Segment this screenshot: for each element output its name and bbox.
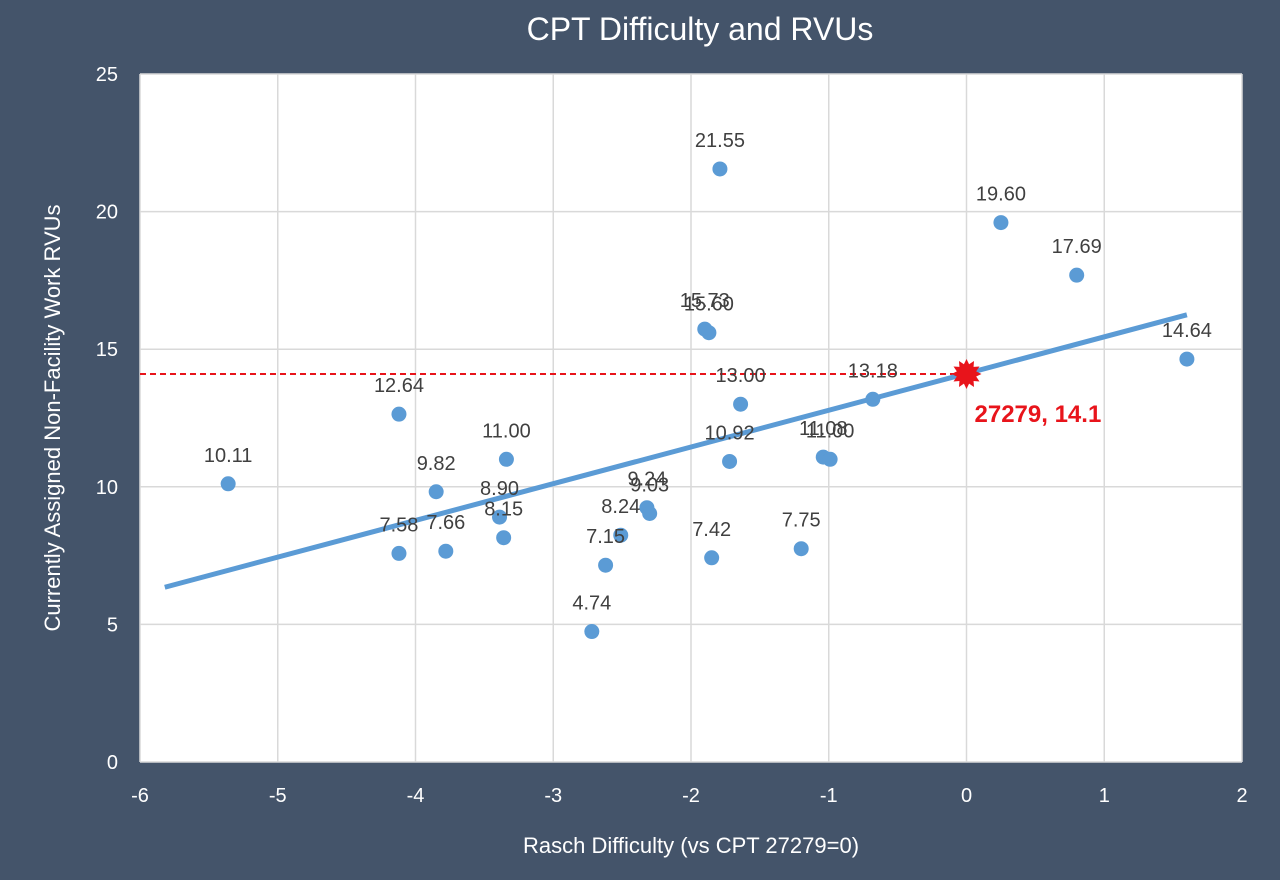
y-tick-label: 20 <box>96 202 118 224</box>
data-point <box>865 391 881 407</box>
x-tick-label: 1 <box>1099 785 1110 807</box>
x-tick-label: -6 <box>131 785 149 807</box>
data-point <box>993 215 1009 231</box>
data-label: 9.82 <box>417 453 456 475</box>
data-label: 4.74 <box>572 593 611 615</box>
y-tick-label: 5 <box>107 614 118 636</box>
data-label: 10.11 <box>204 445 253 467</box>
data-point <box>613 527 629 543</box>
data-point <box>598 557 614 573</box>
data-point <box>722 453 738 469</box>
data-label: 11.00 <box>806 420 855 442</box>
data-point <box>496 530 512 546</box>
highlight-layer: 27279, 14.1 <box>951 358 1102 428</box>
x-tick-label: -5 <box>269 785 287 807</box>
data-label: 7.66 <box>426 512 465 534</box>
trendline <box>164 312 1188 590</box>
x-tick-label: -1 <box>820 785 838 807</box>
data-points <box>220 161 1195 640</box>
x-tick-label: -3 <box>544 785 562 807</box>
data-label: 9.24 <box>627 469 666 491</box>
data-point <box>584 624 600 640</box>
data-label: 14.64 <box>1162 320 1212 342</box>
trendline-layer <box>164 312 1188 590</box>
data-point <box>704 550 720 566</box>
data-label: 19.60 <box>976 184 1026 206</box>
data-label: 15.60 <box>684 294 734 316</box>
data-point <box>712 161 728 177</box>
data-label: 8.90 <box>480 478 519 500</box>
data-point <box>701 325 717 341</box>
data-point <box>220 476 236 492</box>
y-tick-label: 0 <box>107 752 118 774</box>
data-label: 13.18 <box>848 360 898 382</box>
data-label: 15.73 <box>680 290 730 312</box>
gridlines <box>139 73 1243 763</box>
y-axis-title: Currently Assigned Non-Facility Work RVU… <box>40 204 65 631</box>
data-label: 7.42 <box>692 519 731 541</box>
y-tick-label: 25 <box>96 64 118 86</box>
data-label: 9.03 <box>630 474 669 496</box>
data-label: 8.24 <box>601 496 640 518</box>
data-label: 11.00 <box>482 420 531 442</box>
data-point <box>793 541 809 557</box>
data-point <box>1179 351 1195 367</box>
data-point <box>492 509 508 525</box>
x-tick-label: 2 <box>1236 785 1247 807</box>
y-tick-label: 10 <box>96 477 118 499</box>
data-label: 13.00 <box>716 365 766 387</box>
data-point <box>428 484 444 500</box>
data-label: 8.15 <box>484 499 523 521</box>
data-point <box>822 451 838 467</box>
data-label: 7.15 <box>586 526 625 548</box>
data-point <box>438 543 454 559</box>
data-label: 10.92 <box>705 422 755 444</box>
y-tick-label: 15 <box>96 339 118 361</box>
data-point <box>391 545 407 561</box>
highlight-marker <box>951 358 982 389</box>
highlight-label: 27279, 14.1 <box>975 401 1102 428</box>
data-label: 12.64 <box>374 375 424 397</box>
data-point <box>498 451 514 467</box>
data-label: 7.75 <box>782 510 821 532</box>
x-tick-label: 0 <box>961 785 972 807</box>
data-label: 21.55 <box>695 130 745 152</box>
data-label: 17.69 <box>1052 236 1102 258</box>
data-point <box>642 505 658 521</box>
x-tick-label: -2 <box>682 785 700 807</box>
chart-title: CPT Difficulty and RVUs <box>527 11 874 47</box>
data-label: 7.58 <box>380 514 419 536</box>
data-labels: 10.11 12.64 7.58 9.82 7.66 8.908.15 11.00 4.74 7… <box>204 130 1212 615</box>
x-axis-title: Rasch Difficulty (vs CPT 27279=0) <box>523 833 859 858</box>
data-point <box>733 396 749 412</box>
data-point <box>391 406 407 422</box>
data-point <box>1069 267 1085 283</box>
x-tick-label: -4 <box>407 785 425 807</box>
data-label: 11.08 <box>799 418 848 440</box>
